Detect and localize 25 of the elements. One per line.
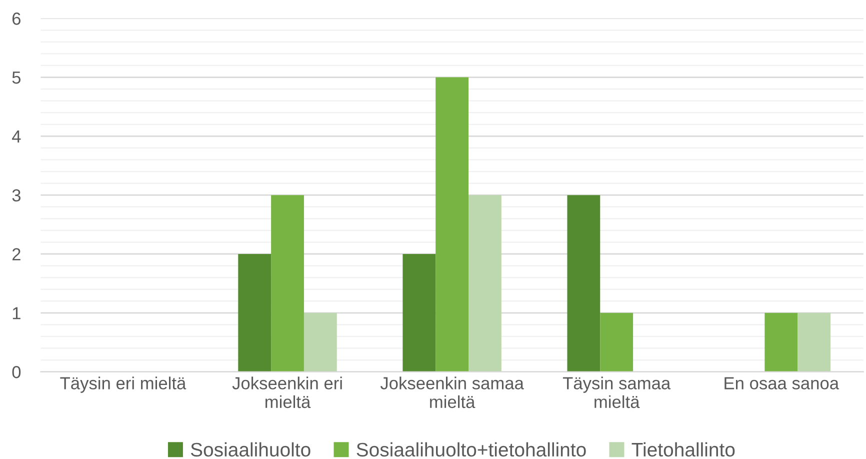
bar	[238, 254, 272, 372]
x-tick-label: En osaa sanoa	[724, 377, 840, 390]
y-tick-label: 6	[12, 12, 20, 25]
bar	[567, 195, 600, 372]
x-tick-label: Jokseenkin samaa mieltä	[380, 376, 524, 408]
bar	[600, 312, 634, 372]
bar	[271, 195, 304, 372]
bar	[764, 312, 798, 372]
y-tick-label: 5	[12, 72, 21, 84]
y-tick-label: 3	[12, 189, 20, 202]
bar	[304, 312, 337, 372]
bar	[468, 195, 502, 372]
legend-label: Tietohallinto	[632, 442, 735, 457]
bar	[402, 254, 436, 372]
legend-label: Sosiaalihuolto	[190, 442, 310, 457]
x-tick-label: Täysin samaa mieltä	[562, 376, 671, 408]
x-tick-label: Jokseenkin eri mieltä	[232, 376, 342, 408]
bar	[436, 77, 469, 372]
y-tick-label: 0	[12, 366, 21, 378]
x-tick-label: Täysin eri mieltä	[60, 376, 186, 393]
y-tick-label: 2	[12, 248, 20, 260]
y-tick-label: 4	[12, 130, 21, 142]
y-tick-label: 1	[12, 307, 20, 320]
bar	[798, 312, 830, 372]
legend-label: Sosiaalihuolto+tietohallinto	[356, 442, 586, 457]
